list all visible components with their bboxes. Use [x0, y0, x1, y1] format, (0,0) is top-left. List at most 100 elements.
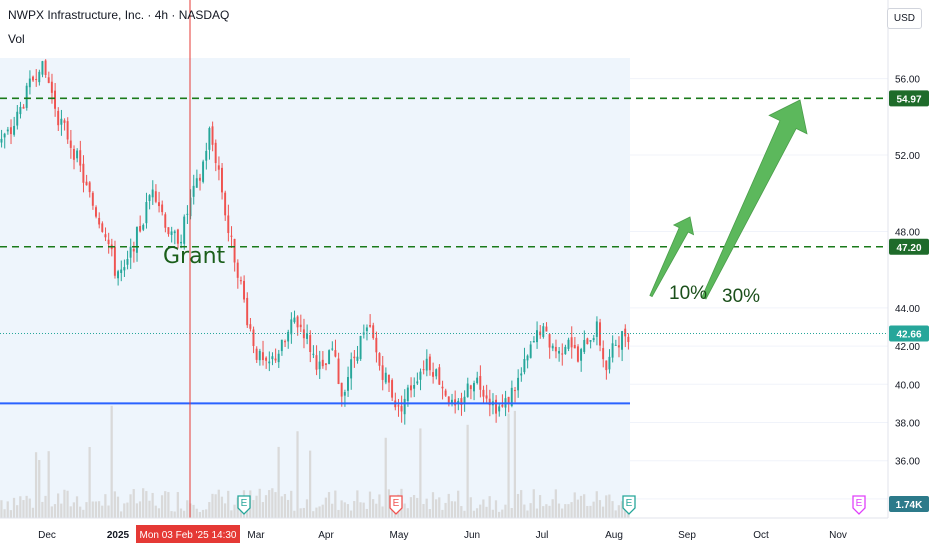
candle-body	[353, 356, 356, 359]
candle-body	[400, 405, 403, 412]
candle-body	[252, 329, 255, 346]
candle-body	[536, 330, 538, 343]
volume-bar	[479, 504, 482, 518]
volume-bar	[321, 504, 324, 518]
volume-bar	[79, 506, 82, 518]
candle-body	[9, 127, 12, 135]
candle-body	[479, 376, 482, 390]
target-2-tag-bg	[889, 90, 929, 107]
candle-body	[334, 350, 337, 357]
candle-body	[403, 398, 406, 415]
currency-button[interactable]: USD	[886, 8, 922, 29]
volume-bar	[507, 413, 510, 518]
volume-bar	[286, 499, 290, 518]
candle-body	[460, 398, 463, 405]
candle-body	[343, 392, 346, 396]
candle-body	[217, 165, 220, 170]
volume-bar	[6, 501, 9, 518]
volume-bar	[583, 494, 586, 518]
volume-bar	[85, 502, 88, 518]
candle-body	[265, 357, 268, 361]
candle-body	[520, 373, 523, 376]
candle-body	[602, 348, 605, 360]
candle-body	[79, 150, 82, 166]
candle-body	[195, 178, 198, 188]
candle-body	[22, 106, 25, 109]
volume-bar	[309, 450, 312, 518]
candle-body	[309, 335, 312, 352]
candle-body	[66, 121, 69, 140]
price-tick-label: 42.00	[895, 342, 920, 353]
candles	[0, 59, 630, 425]
volume-bar	[589, 505, 592, 518]
candle-body	[542, 326, 545, 337]
candle-body	[397, 405, 400, 407]
candle-body	[463, 396, 466, 404]
candle-body	[485, 395, 488, 399]
earnings-marker-icon	[852, 495, 866, 515]
candle-body	[255, 348, 258, 360]
volume-bar	[557, 503, 561, 518]
volume-bar	[334, 490, 337, 518]
volume-bar	[82, 509, 85, 518]
candle-body	[145, 201, 148, 224]
volume-bar	[611, 501, 614, 518]
candle-body	[50, 81, 53, 93]
volume-bar	[617, 505, 620, 518]
candle-body	[239, 280, 242, 282]
current-price-tag-bg	[889, 325, 929, 342]
price-tick-label: 38.00	[895, 418, 920, 429]
volume-bar	[201, 509, 205, 518]
candle-body	[287, 331, 290, 342]
volume-bar	[516, 493, 520, 518]
candle-body	[498, 406, 501, 412]
time-axis: Dec 2025 Mar Apr May Jun Jul Aug Sep Oct Nov Mon 03…	[0, 517, 888, 543]
candle-body	[350, 359, 353, 379]
target-2-tag: 54.97	[896, 94, 921, 105]
candle-body	[299, 324, 302, 328]
volume-bar	[142, 488, 145, 518]
volume-bar	[28, 498, 31, 518]
candle-body	[428, 356, 431, 371]
volume-bar	[211, 493, 214, 518]
current-price-tag: 42.66	[896, 329, 921, 340]
volume-bar	[195, 508, 198, 518]
candle-body	[293, 317, 296, 323]
candle-body	[337, 358, 340, 384]
candle-body	[82, 163, 85, 183]
candle-body	[359, 335, 362, 359]
candle-body	[98, 217, 101, 225]
candle-body	[268, 361, 271, 364]
volume-bar	[170, 511, 173, 518]
candle-body	[167, 227, 170, 235]
candle-body	[198, 177, 201, 181]
volume-bar	[431, 492, 435, 518]
candle-body	[186, 213, 189, 215]
volume-bar	[154, 505, 157, 518]
volume-bar	[501, 509, 504, 518]
candle-body	[375, 337, 378, 353]
volume-bar	[167, 492, 170, 518]
volume-bar	[340, 500, 343, 518]
candle-body	[154, 191, 157, 202]
volume-bar	[173, 511, 176, 518]
volume-bar	[160, 495, 164, 518]
volume-bar	[337, 509, 340, 518]
candle-body	[321, 359, 324, 367]
candle-body	[476, 377, 479, 384]
volume-bar	[381, 506, 384, 518]
candle-body	[523, 359, 526, 373]
candle-body	[369, 325, 371, 327]
volume-bar	[179, 508, 183, 518]
candle-body	[495, 399, 497, 414]
candle-body	[57, 110, 60, 126]
volume-bar	[457, 490, 460, 518]
candle-body	[88, 182, 91, 193]
volume-bar	[198, 511, 201, 518]
candle-body	[488, 398, 491, 406]
candle-body	[32, 76, 34, 81]
volume-bar	[548, 505, 551, 518]
time-tick-label: May	[390, 530, 409, 541]
volume-bar	[384, 437, 387, 518]
